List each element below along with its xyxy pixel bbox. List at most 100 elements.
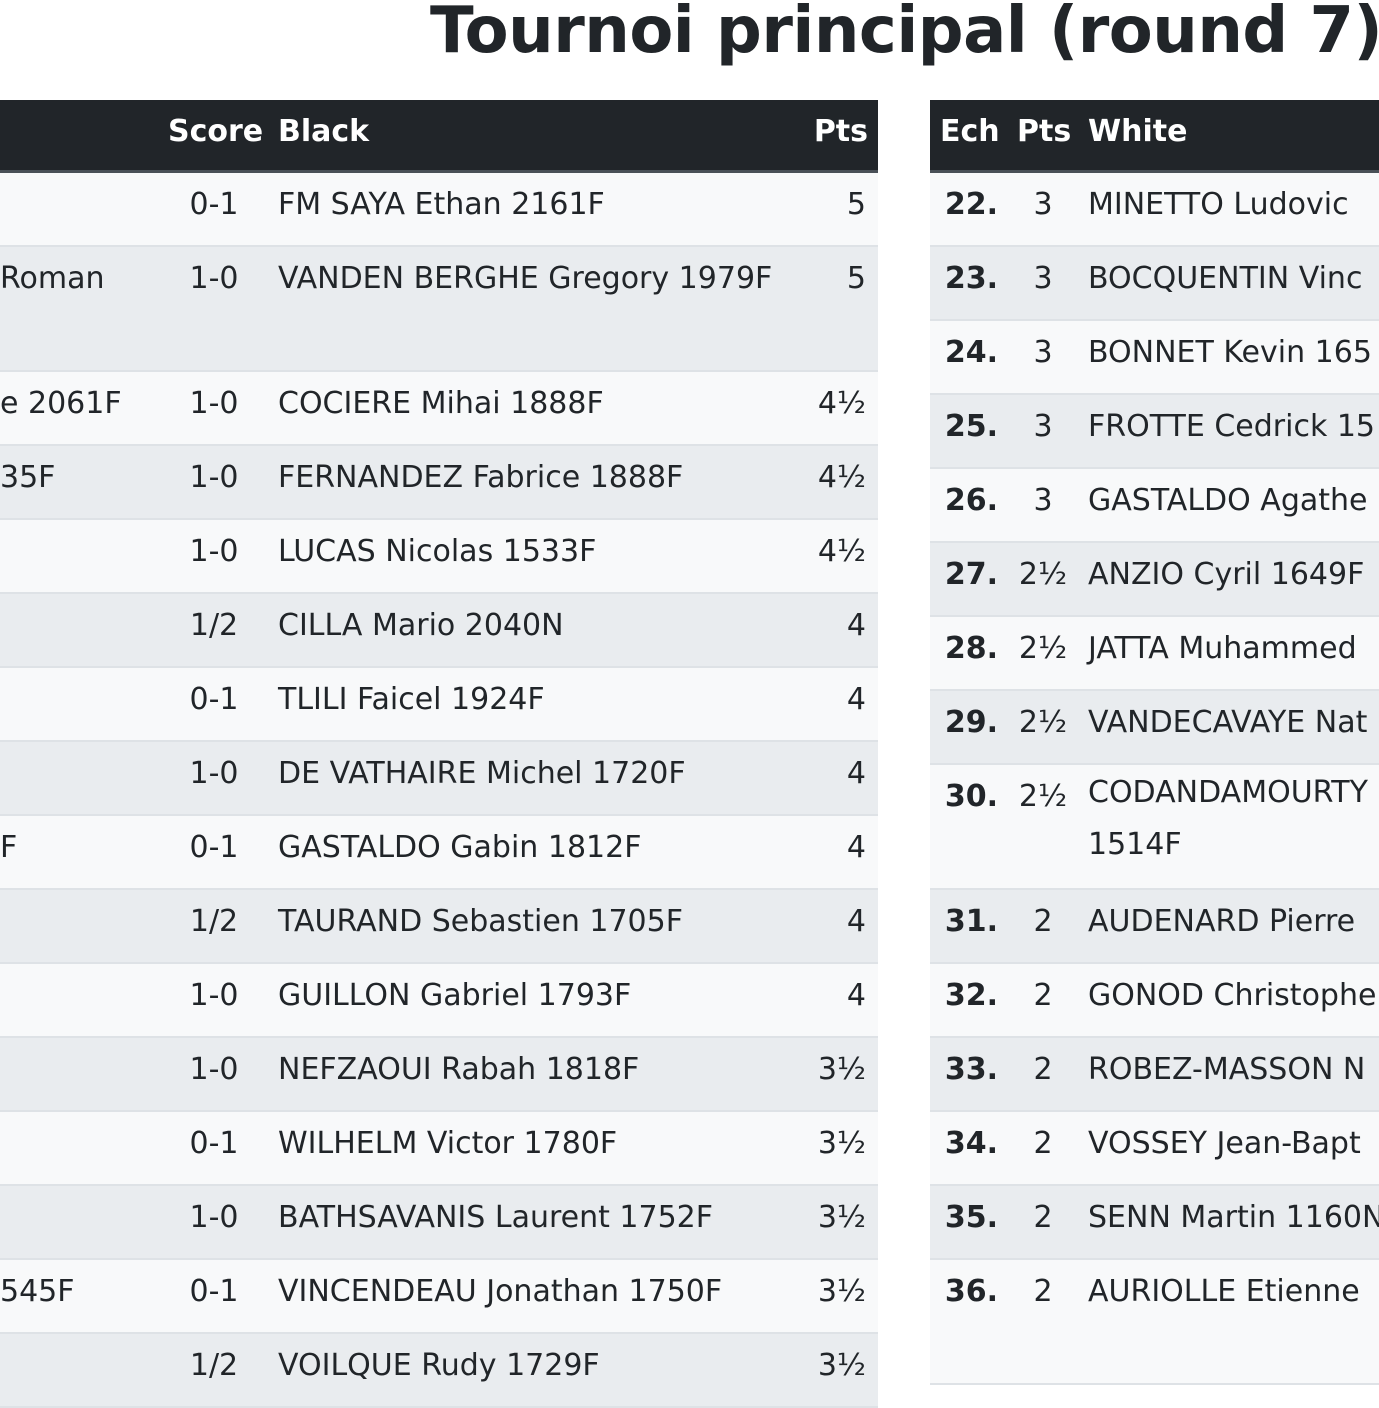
- black-player: GUILLON Gabriel 1793F: [278, 978, 632, 1013]
- table-row: 0-1 TLILI Faicel 1924F 4: [0, 668, 878, 742]
- white-player: AUDENARD Pierre: [1088, 904, 1356, 939]
- table-body: 0-1 FM SAYA Ethan 2161F 5 Roman 1-0 VANDEN BE…: [0, 173, 878, 1408]
- white-points: 2½: [1018, 779, 1068, 814]
- white-player: ANZIO Cyril 1649F: [1088, 557, 1365, 592]
- black-points: 4: [846, 904, 866, 939]
- white-points: 2: [1033, 1052, 1053, 1087]
- white-player: GONOD Christophe: [1088, 978, 1377, 1013]
- table-row: 1/2 VOILQUE Rudy 1729F 3½: [0, 1334, 878, 1408]
- table-row: 1-0 NEFZAOUI Rabah 1818F 3½: [0, 1038, 878, 1112]
- white-points: 2½: [1018, 557, 1068, 592]
- black-player: NEFZAOUI Rabah 1818F: [278, 1052, 640, 1087]
- white-player: ROBEZ-MASSON N: [1088, 1052, 1366, 1087]
- score: 1-0: [189, 261, 239, 296]
- score: 0-1: [189, 1274, 239, 1309]
- board-number: 34.: [944, 1126, 998, 1161]
- white-player: Roman: [0, 261, 105, 296]
- board-number: 32.: [944, 978, 998, 1013]
- header-pts: Pts: [1017, 114, 1072, 149]
- header-white: White: [1088, 114, 1188, 149]
- board-number: 28.: [944, 631, 998, 666]
- table-row: 34. 2 VOSSEY Jean-Bapt: [930, 1112, 1379, 1186]
- score: 0-1: [189, 830, 239, 865]
- table-row: 32. 2 GONOD Christophe: [930, 964, 1379, 1038]
- white-points: 2: [1033, 1200, 1053, 1235]
- table-row: 24. 3 BONNET Kevin 165: [930, 321, 1379, 395]
- table-row: e 2061F 1-0 COCIERE Mihai 1888F 4½: [0, 372, 878, 446]
- table-row: 25. 3 FROTTE Cedrick 15: [930, 395, 1379, 469]
- table-row: 35F 1-0 FERNANDEZ Fabrice 1888F 4½: [0, 446, 878, 520]
- board-number: 36.: [944, 1274, 998, 1309]
- score: 1-0: [189, 1200, 239, 1235]
- white-player: MINETTO Ludovic: [1088, 187, 1349, 222]
- white-player: FROTTE Cedrick 15: [1088, 409, 1376, 444]
- pairings-table-right: Ech Pts White 22. 3 MINETTO Ludovic 23. 3 BOC…: [930, 100, 1379, 1385]
- score: 1-0: [189, 460, 239, 495]
- black-points: 3½: [817, 1200, 866, 1235]
- black-player: GASTALDO Gabin 1812F: [278, 830, 642, 865]
- white-player: GASTALDO Agathe: [1088, 483, 1368, 518]
- white-points: 3: [1033, 409, 1053, 444]
- table-row: 0-1 FM SAYA Ethan 2161F 5: [0, 173, 878, 247]
- black-player: TAURAND Sebastien 1705F: [278, 904, 683, 939]
- pairings-table-left: Score Black Pts 0-1 FM SAYA Ethan 2161F 5 R…: [0, 100, 878, 1408]
- board-number: 26.: [944, 483, 998, 518]
- table-row: 35. 2 SENN Martin 1160N: [930, 1186, 1379, 1260]
- score: 1-0: [189, 756, 239, 791]
- black-points: 5: [846, 187, 866, 222]
- white-player: BOCQUENTIN Vinc: [1088, 261, 1363, 296]
- board-number: 33.: [944, 1052, 998, 1087]
- white-points: 2½: [1018, 631, 1068, 666]
- black-points: 4: [846, 608, 866, 643]
- board-number: 22.: [944, 187, 998, 222]
- black-points: 4½: [817, 386, 866, 421]
- white-points: 2: [1033, 1126, 1053, 1161]
- black-player: DE VATHAIRE Michel 1720F: [278, 756, 686, 791]
- table-row: 36. 2 AURIOLLE Etienne: [930, 1260, 1379, 1385]
- table-row: 22. 3 MINETTO Ludovic: [930, 173, 1379, 247]
- black-player: LUCAS Nicolas 1533F: [278, 534, 597, 569]
- black-player: VANDEN BERGHE Gregory 1979F: [278, 261, 773, 296]
- black-player: COCIERE Mihai 1888F: [278, 386, 604, 421]
- header-black: Black: [278, 114, 370, 149]
- table-row: 31. 2 AUDENARD Pierre: [930, 890, 1379, 964]
- black-player: VINCENDEAU Jonathan 1750F: [278, 1274, 723, 1309]
- score: 1-0: [189, 534, 239, 569]
- white-player: 545F: [0, 1274, 75, 1309]
- white-points: 2: [1033, 904, 1053, 939]
- table-row: 28. 2½ JATTA Muhammed: [930, 617, 1379, 691]
- table-body: 22. 3 MINETTO Ludovic 23. 3 BOCQUENTIN Vinc 24…: [930, 173, 1379, 1385]
- table-row: 545F 0-1 VINCENDEAU Jonathan 1750F 3½: [0, 1260, 878, 1334]
- black-points: 4: [846, 830, 866, 865]
- page-title: Tournoi principal (round 7): [430, 0, 1379, 68]
- header-pts: Pts: [813, 114, 868, 149]
- table-row: F 0-1 GASTALDO Gabin 1812F 4: [0, 816, 878, 890]
- table-row: 30. 2½ CODANDAMOURTY 1514F: [930, 765, 1379, 890]
- board-number: 27.: [944, 557, 998, 592]
- black-player: TLILI Faicel 1924F: [278, 682, 545, 717]
- white-player: VANDECAVAYE Nat: [1088, 705, 1368, 740]
- score: 1-0: [189, 978, 239, 1013]
- table-row: 1-0 DE VATHAIRE Michel 1720F 4: [0, 742, 878, 816]
- score: 0-1: [189, 682, 239, 717]
- score: 1/2: [189, 904, 239, 939]
- black-points: 3½: [817, 1052, 866, 1087]
- white-player: e 2061F: [0, 386, 122, 421]
- white-player: F: [0, 830, 18, 865]
- table-row: 27. 2½ ANZIO Cyril 1649F: [930, 543, 1379, 617]
- board-number: 25.: [944, 409, 998, 444]
- white-player: AURIOLLE Etienne: [1088, 1274, 1360, 1309]
- black-points: 4: [846, 756, 866, 791]
- black-points: 3½: [817, 1348, 866, 1383]
- header-ech: Ech: [940, 114, 1000, 149]
- white-player: BONNET Kevin 165: [1088, 335, 1372, 370]
- white-points: 3: [1033, 187, 1053, 222]
- black-player: FERNANDEZ Fabrice 1888F: [278, 460, 684, 495]
- white-points: 3: [1033, 261, 1053, 296]
- table-row: 1/2 CILLA Mario 2040N 4: [0, 594, 878, 668]
- white-points: 2: [1033, 978, 1053, 1013]
- black-points: 5: [846, 261, 866, 296]
- white-player: JATTA Muhammed: [1088, 631, 1357, 666]
- black-points: 4½: [817, 460, 866, 495]
- black-player: CILLA Mario 2040N: [278, 608, 564, 643]
